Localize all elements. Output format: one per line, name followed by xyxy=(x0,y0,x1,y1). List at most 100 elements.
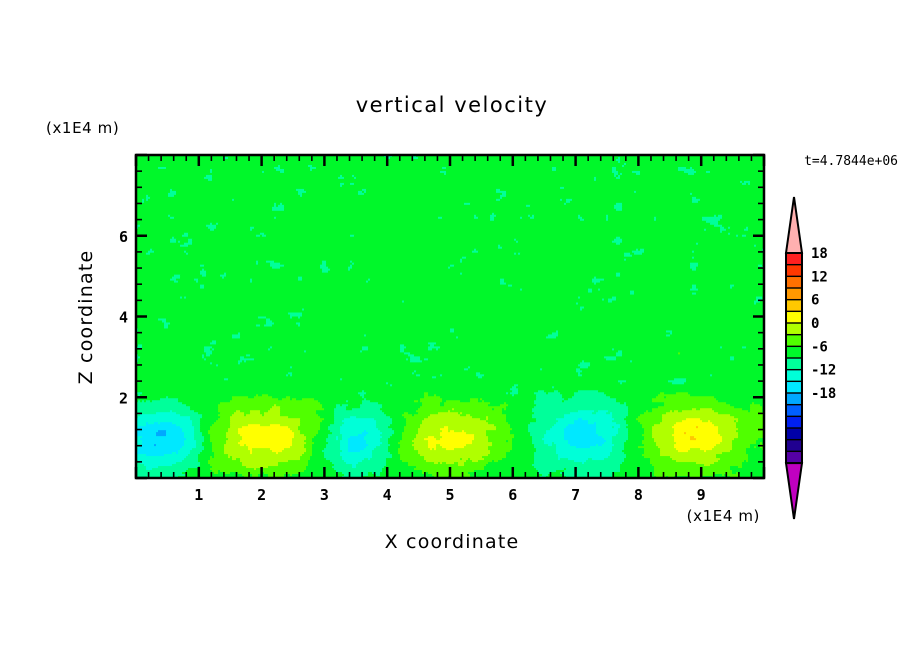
contour-band xyxy=(278,398,283,401)
contour-band xyxy=(714,396,764,399)
contour-band xyxy=(730,226,747,230)
contour-band xyxy=(136,380,619,383)
contour-band xyxy=(660,452,723,455)
contour-band xyxy=(306,436,315,439)
contour-band xyxy=(460,258,463,262)
contour-band xyxy=(448,426,497,429)
contour-band xyxy=(414,354,617,357)
contour-band xyxy=(136,268,203,272)
contour-band xyxy=(174,236,617,240)
contour-band xyxy=(368,444,381,447)
contour-band xyxy=(446,170,613,174)
contour-band xyxy=(200,464,211,467)
contour-band xyxy=(292,372,413,375)
contour-band xyxy=(200,424,213,427)
contour-band xyxy=(404,426,421,429)
contour-band xyxy=(136,264,201,268)
contour-band xyxy=(672,410,675,413)
contour-band xyxy=(204,446,213,449)
contour-band xyxy=(622,352,679,355)
contour-band xyxy=(172,452,177,455)
contour-band xyxy=(280,408,325,411)
contour-band xyxy=(210,170,213,174)
contour-band xyxy=(170,190,177,194)
contour-band xyxy=(136,378,225,381)
contour-band xyxy=(192,238,515,242)
contour-band xyxy=(208,462,243,465)
contour-band xyxy=(182,402,221,405)
contour-band xyxy=(566,200,571,204)
contour-band xyxy=(732,440,757,443)
contour-band xyxy=(662,418,687,421)
contour-band xyxy=(190,408,219,411)
contour-band xyxy=(692,250,695,254)
contour-band xyxy=(506,420,537,423)
contour-band xyxy=(578,410,595,413)
contour-band xyxy=(600,280,764,284)
contour-band xyxy=(274,155,277,158)
contour-band xyxy=(530,434,545,437)
contour-band xyxy=(694,250,763,254)
contour-band xyxy=(490,218,495,222)
contour-band xyxy=(738,418,764,421)
contour-band xyxy=(212,346,271,349)
contour-band xyxy=(410,360,423,363)
contour-band xyxy=(136,408,191,411)
contour-band xyxy=(566,468,621,471)
contour-band xyxy=(404,300,609,304)
contour-band xyxy=(624,402,627,405)
contour-band xyxy=(388,156,391,160)
contour-band xyxy=(600,288,691,292)
contour-band xyxy=(604,278,764,282)
contour-band xyxy=(390,444,401,447)
contour-band xyxy=(392,418,407,421)
contour-band xyxy=(636,172,641,176)
contour-band xyxy=(730,232,764,236)
contour-band xyxy=(456,336,459,340)
contour-band xyxy=(184,432,195,435)
contour-band xyxy=(694,168,764,172)
contour-band xyxy=(168,326,764,330)
contour-band xyxy=(138,448,181,451)
contour-band xyxy=(716,456,749,459)
contour-band xyxy=(750,446,755,449)
timestamp-label: t=4.7844e+06 xyxy=(804,154,898,169)
contour-band xyxy=(424,394,429,397)
contour-band xyxy=(546,392,549,395)
colorbar-swatch xyxy=(785,333,803,348)
contour-band xyxy=(644,452,661,455)
contour-band xyxy=(472,416,487,419)
contour-band xyxy=(180,296,183,300)
contour-band xyxy=(642,454,661,457)
contour-band xyxy=(516,252,519,256)
contour-band xyxy=(414,370,417,373)
contour-band xyxy=(136,316,259,320)
contour-band xyxy=(756,296,763,300)
contour-band xyxy=(554,424,569,427)
contour-band xyxy=(302,398,315,401)
contour-band xyxy=(412,440,429,443)
contour-band xyxy=(664,404,731,407)
contour-band xyxy=(502,458,535,461)
contour-band xyxy=(194,430,201,433)
contour-band xyxy=(190,416,203,419)
contour-band xyxy=(326,440,341,443)
contour-band xyxy=(408,462,435,465)
contour-band xyxy=(230,400,319,403)
contour-band xyxy=(248,396,255,399)
contour-band xyxy=(274,204,277,208)
contour-band xyxy=(136,396,167,399)
contour-band xyxy=(596,444,599,447)
contour-band xyxy=(478,398,481,401)
contour-band xyxy=(532,440,545,443)
contour-band xyxy=(502,196,693,200)
contour-band xyxy=(560,472,613,475)
contour-band xyxy=(474,434,487,437)
contour-band xyxy=(300,324,764,328)
contour-band xyxy=(450,330,455,334)
contour-band xyxy=(138,358,205,361)
contour-band xyxy=(552,442,555,445)
contour-band xyxy=(464,462,489,465)
contour-band xyxy=(514,238,517,242)
contour-band xyxy=(666,412,719,415)
